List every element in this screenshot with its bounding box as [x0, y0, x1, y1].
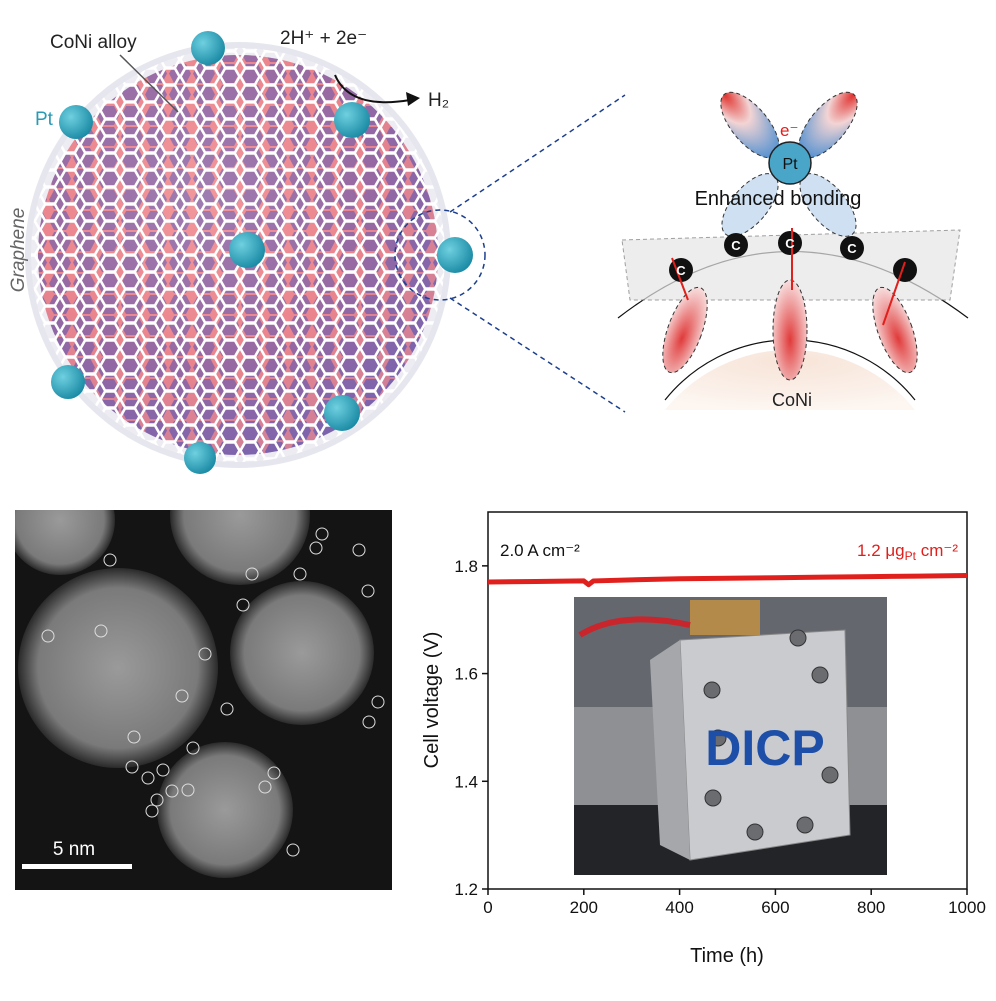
x-tick-label: 800 — [857, 898, 885, 917]
carbon-atom — [840, 236, 864, 260]
d-orbital-lobe — [720, 91, 780, 159]
pt-center — [768, 141, 812, 185]
arrow-head — [406, 92, 420, 106]
plot-frame — [487, 511, 968, 890]
p-orbital-lobe — [872, 286, 918, 374]
x-axis-label: Time (h) — [690, 945, 764, 967]
carbon-label: C — [847, 241, 857, 256]
bonding-label: Enhanced bonding — [695, 188, 862, 210]
leader-line — [119, 54, 179, 113]
pt-atom — [59, 105, 93, 139]
y-tick-label: 1.4 — [454, 772, 478, 791]
x-tick-label: 1000 — [948, 898, 986, 917]
y-tick-label: 1.2 — [454, 880, 478, 899]
reaction-arrow — [334, 74, 411, 104]
y-tick-label: 1.8 — [454, 557, 478, 576]
carbon-atom — [893, 258, 917, 282]
zoom-line — [449, 297, 626, 413]
carbon-label: C — [731, 238, 741, 253]
pt-center-label: Pt — [782, 156, 798, 173]
nanoparticle — [18, 568, 218, 768]
annotation: 2.0 A cm⁻² — [500, 541, 580, 560]
scale-bar — [22, 864, 132, 869]
sphere-illustration: CoNi alloy 2H⁺ + 2e⁻ H₂ Pt Graphene — [8, 28, 626, 474]
clip-wire — [578, 616, 691, 638]
inset-label: DICP — [705, 720, 824, 776]
nanoparticle — [15, 510, 115, 575]
pt-atom — [437, 237, 473, 273]
electron-label: e⁻ — [780, 121, 798, 140]
cell-side — [650, 640, 690, 860]
carbon-label: C — [676, 263, 686, 278]
pt-label: Pt — [35, 109, 54, 130]
product-label: H₂ — [428, 90, 449, 111]
p-orbital-lobe — [772, 279, 808, 381]
y-tick-label: 1.6 — [454, 665, 478, 684]
pt-atom — [191, 31, 225, 65]
pt-atom — [184, 442, 216, 474]
carbon-atom — [724, 233, 748, 257]
annotation-subscript: Pt — [905, 549, 917, 563]
annotation: 1.2 μgPt cm⁻² — [857, 541, 958, 563]
current-collector — [690, 600, 760, 635]
x-tick-label: 600 — [761, 898, 789, 917]
pt-atom — [229, 232, 265, 268]
nanoparticle — [170, 510, 310, 585]
cell-plate — [679, 629, 851, 861]
pt-atom — [324, 395, 360, 431]
stability-chart: DICP Cell voltage (V) Time (h) 2.0 A cm⁻… — [421, 511, 986, 967]
voltage-line — [487, 573, 968, 588]
x-tick-label: 400 — [665, 898, 693, 917]
p-orbital-lobe — [662, 286, 708, 374]
carbon-atom — [778, 231, 802, 255]
pt-atom — [51, 365, 85, 399]
x-tick-label: 200 — [570, 898, 598, 917]
zoom-circle — [394, 209, 486, 301]
y-axis-label: Cell voltage (V) — [421, 632, 443, 769]
carbon-label: C — [785, 236, 795, 251]
bonding-diagram: e⁻ Pt Enhanced bonding C C C C CoNi — [617, 91, 969, 410]
scale-label: 5 nm — [53, 839, 95, 860]
bolts — [703, 629, 839, 841]
graphene-label: Graphene — [8, 208, 29, 293]
zoom-line — [449, 94, 626, 213]
charge-arrow — [671, 257, 689, 301]
reaction-label: 2H⁺ + 2e⁻ — [280, 28, 367, 49]
pt-atom-markers — [41, 527, 385, 857]
annotation-text: 1.2 μg — [857, 541, 905, 560]
nanoparticle — [230, 581, 374, 725]
pt-atom — [334, 102, 370, 138]
annotation-text: cm⁻² — [916, 541, 958, 560]
charge-arrow — [882, 261, 906, 326]
micrograph: 5 nm — [15, 510, 392, 890]
alloy-label: CoNi alloy — [50, 32, 137, 53]
d-orbital-lobe — [798, 91, 858, 159]
x-tick-label: 0 — [483, 898, 492, 917]
nanoparticle — [157, 742, 293, 878]
core-label: CoNi — [772, 390, 812, 410]
